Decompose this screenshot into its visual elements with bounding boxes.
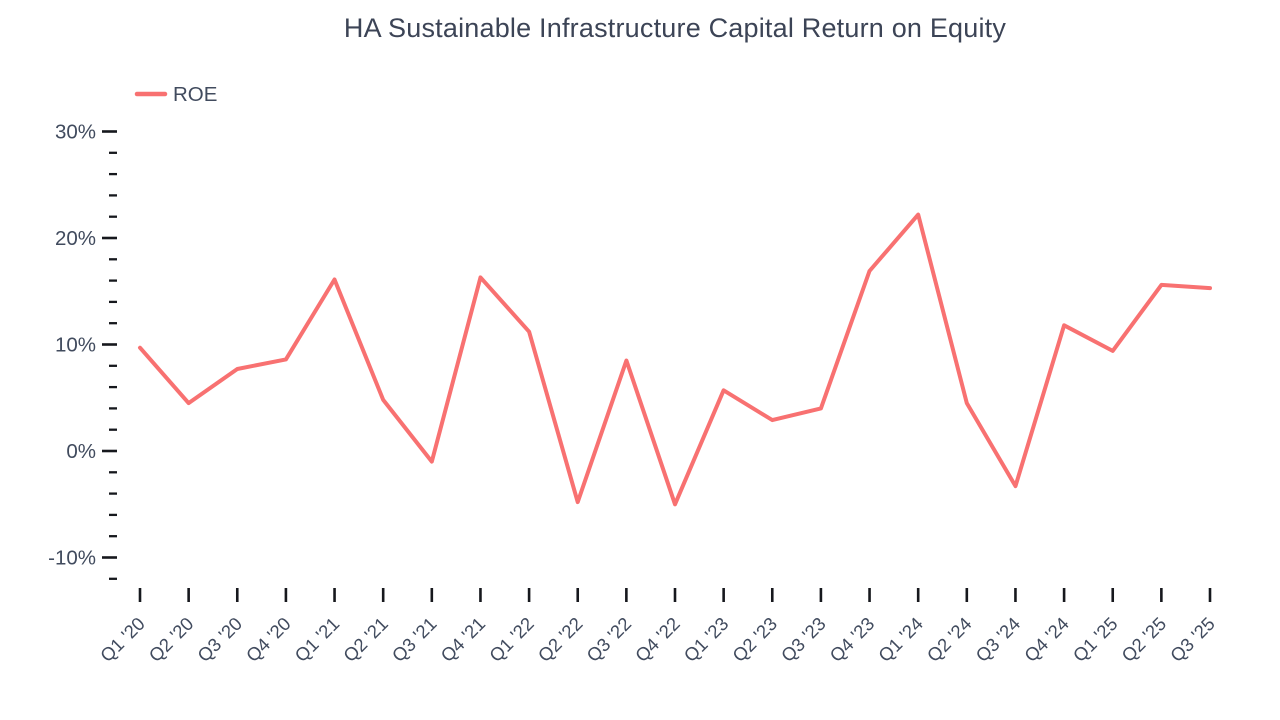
x-tick-label: Q4 '22: [631, 613, 684, 666]
y-tick-label: 30%: [55, 121, 96, 144]
x-tick-label: Q1 '22: [485, 613, 538, 666]
legend: ROE: [134, 83, 217, 106]
x-tick-label: Q2 '22: [534, 613, 587, 666]
x-tick-label: Q3 '24: [971, 613, 1024, 666]
chart-title: HA Sustainable Infrastructure Capital Re…: [344, 13, 1006, 43]
x-tick-label: Q2 '23: [728, 613, 781, 666]
y-tick-label: 10%: [55, 334, 96, 357]
x-tick-label: Q1 '24: [874, 613, 927, 666]
x-tick-label: Q1 '21: [290, 613, 343, 666]
x-tick-label: Q4 '23: [825, 613, 878, 666]
x-tick-label: Q3 '25: [1166, 613, 1219, 666]
x-tick-label: Q4 '20: [242, 613, 295, 666]
x-tick-label: Q2 '21: [339, 613, 392, 666]
legend-roe-label: ROE: [173, 83, 217, 106]
x-tick-label: Q1 '25: [1069, 613, 1122, 666]
x-tick-label: Q3 '20: [193, 613, 246, 666]
x-tick-label: Q1 '20: [96, 613, 149, 666]
y-tick-label: 0%: [66, 440, 96, 463]
y-tick-label: -10%: [48, 547, 96, 570]
x-tick-label: Q3 '23: [777, 613, 830, 666]
roe-series-line: [138, 212, 1212, 507]
x-tick-label: Q2 '25: [1117, 613, 1170, 666]
y-tick-label: 20%: [55, 227, 96, 250]
x-tick-label: Q3 '21: [388, 613, 441, 666]
x-tick-label: Q2 '20: [144, 613, 197, 666]
x-tick-label: Q1 '23: [679, 613, 732, 666]
x-tick-label: Q2 '24: [923, 613, 976, 666]
x-tick-label: Q4 '24: [1020, 613, 1073, 666]
y-axis: 30% 20% 10% 0% -10%: [48, 121, 117, 580]
x-tick-label: Q3 '22: [582, 613, 635, 666]
x-tick-label: Q4 '21: [436, 613, 489, 666]
